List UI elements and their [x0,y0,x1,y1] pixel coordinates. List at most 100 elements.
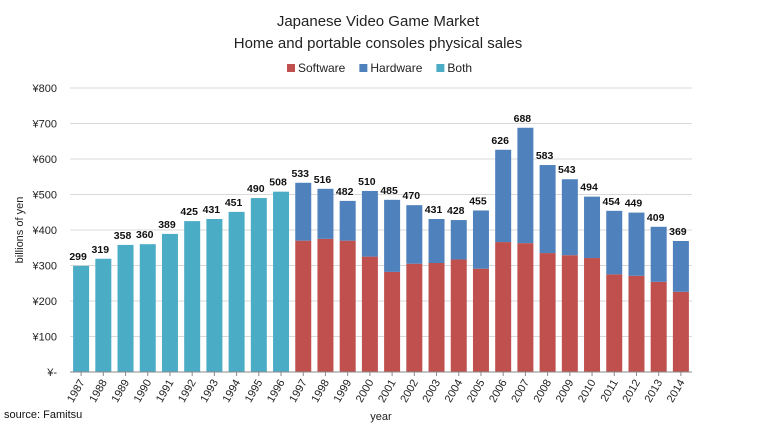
data-label: 425 [180,206,198,218]
bar-hardware [650,226,667,282]
bar-software [361,256,378,372]
bar-software [295,240,312,372]
x-tick-label: 2014 [665,378,688,405]
bar-software [317,238,334,372]
bars [73,127,689,372]
data-labels: 299 319 358 360 389 425 431 451 490 508 533 516 482 5… [69,113,686,263]
bar-hardware [672,241,689,292]
source-note: source: Famitsu [4,409,82,421]
x-tick-label: 2009 [554,378,577,405]
bar-software [539,253,556,372]
bar-both [139,244,156,372]
data-label: 428 [447,205,465,217]
y-tick-label: ¥200 [32,296,57,308]
bar-software [428,263,445,372]
bar-software [650,281,667,372]
bar-software [495,242,512,372]
legend: Software Hardware Both [287,61,472,75]
bar-software [606,274,623,372]
bar-both [184,221,201,372]
bar-hardware [361,190,378,257]
bar-hardware [450,220,467,260]
x-tick-label: 2006 [487,378,510,405]
data-label: 389 [158,219,176,231]
y-tick-label: ¥- [46,367,57,379]
chart-title: Japanese Video Game Market [277,13,480,30]
x-tick-label: 2013 [643,378,666,405]
data-label: 490 [247,183,265,195]
data-label: 449 [625,198,643,210]
data-label: 516 [314,174,332,186]
data-label: 626 [491,135,509,147]
data-label: 543 [558,164,576,176]
data-label: 360 [136,229,154,241]
bar-hardware [406,205,423,264]
x-tick-label: 2005 [465,378,488,405]
bar-hardware [495,149,512,243]
legend-swatch-hardware [359,64,368,72]
data-label: 583 [536,150,554,162]
x-tick-label: 1990 [132,378,155,405]
x-tick-label: 2012 [620,378,643,405]
x-tick-label: 2002 [398,378,421,405]
bar-software [472,268,489,372]
data-label: 485 [380,185,398,197]
bar-software [406,263,423,372]
data-label: 451 [225,197,243,209]
bar-hardware [317,188,334,239]
bar-hardware [472,210,489,269]
bar-software [584,258,601,372]
x-tick-label: 2008 [532,378,555,405]
x-tick-label: 1996 [265,378,288,405]
data-label: 510 [358,176,376,188]
bar-both [95,258,112,372]
data-label: 299 [69,251,87,263]
data-label: 454 [602,196,620,208]
x-tick-label: 2003 [420,378,443,405]
chart-subtitle: Home and portable consoles physical sale… [234,35,523,52]
x-tick-label: 1997 [287,378,310,405]
bar-software [450,259,467,372]
bar-hardware [606,210,623,275]
y-tick-label: ¥600 [32,154,57,166]
data-label: 470 [403,190,421,202]
bar-hardware [584,196,601,259]
legend-swatch-both [436,64,445,72]
legend-label-software: Software [298,61,346,75]
bar-software [672,291,689,372]
bar-both [117,244,134,372]
data-label: 494 [580,182,598,194]
legend-swatch-software [287,64,295,72]
bar-both [228,211,245,372]
x-tick-label: 1995 [243,378,266,405]
y-axis-title: billions of yen [14,197,26,264]
x-tick-label: 2001 [376,378,399,405]
x-tick-label: 1994 [221,378,244,405]
data-label: 482 [336,186,354,198]
data-label: 533 [291,168,309,180]
legend-label-hardware: Hardware [370,61,422,75]
data-label: 409 [647,212,665,224]
x-tick-label: 2011 [599,378,621,404]
x-tick-label: 2007 [509,378,532,405]
x-tick-label: 1993 [198,378,221,405]
x-tick-label: 1991 [154,378,177,405]
x-tick-label: 1998 [309,378,332,405]
data-label: 319 [92,244,110,256]
bar-hardware [517,127,534,244]
data-label: 508 [269,177,287,189]
data-label: 431 [203,204,221,216]
bar-hardware [539,165,556,254]
bar-software [384,271,401,372]
data-label: 455 [469,195,487,207]
data-label: 431 [425,204,443,216]
bar-hardware [339,200,356,241]
x-tick-label: 1992 [176,378,199,405]
bar-both [250,198,267,372]
x-axis-title: year [370,411,392,423]
legend-label-both: Both [447,61,472,75]
bar-software [339,240,356,372]
bar-hardware [561,179,578,256]
bar-both [206,218,223,372]
